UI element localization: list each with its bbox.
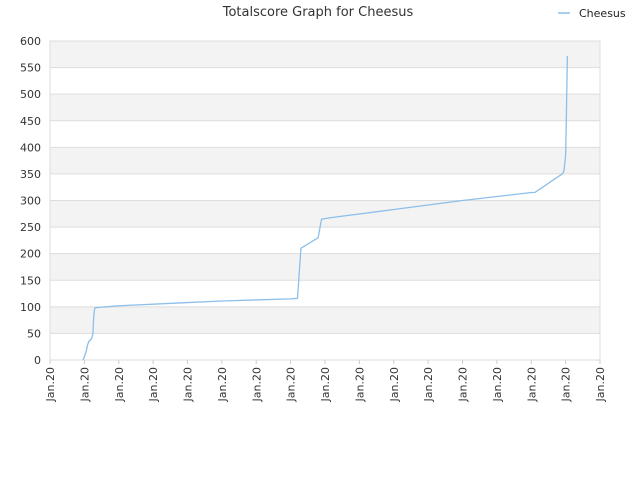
y-tick-label: 600 [20, 35, 41, 48]
grid-lines [49, 40, 601, 361]
y-tick-label: 200 [20, 248, 41, 261]
x-tick-label: Jan.20 [491, 367, 504, 402]
plot-band [50, 147, 600, 174]
y-tick-label: 500 [20, 88, 41, 101]
x-tick-label: Jan.20 [594, 367, 607, 402]
y-tick-label: 450 [20, 115, 41, 128]
plot-band [50, 280, 600, 307]
y-tick-label: 550 [20, 62, 41, 75]
y-tick-label: 100 [20, 301, 41, 314]
plot-band [50, 41, 600, 68]
x-tick-label: Jan.20 [422, 367, 435, 402]
x-tick-label: Jan.20 [250, 367, 263, 402]
x-tick-label: Jan.20 [560, 367, 573, 402]
x-tick-label: Jan.20 [319, 367, 332, 402]
x-tick-label: Jan.20 [525, 367, 538, 402]
series-line-cheesus [82, 55, 568, 361]
plot-band [50, 306, 600, 334]
y-tick-label: 300 [20, 195, 41, 208]
plot-band [50, 67, 600, 95]
plot-band [50, 227, 600, 254]
x-tick-label: Jan.20 [78, 367, 91, 402]
x-tick-label: Jan.20 [182, 367, 195, 402]
plot-background [50, 41, 600, 360]
x-tick-label: Jan.20 [285, 367, 298, 402]
x-tick-label: Jan.20 [147, 367, 160, 402]
plot-band [50, 200, 600, 228]
y-tick-label: 250 [20, 221, 41, 234]
y-tick-label: 150 [20, 274, 41, 287]
plot-band [50, 120, 600, 148]
x-tick-label: Jan.20 [44, 367, 57, 402]
series-group [82, 55, 568, 361]
legend[interactable]: Cheesus [558, 7, 626, 20]
legend-label-cheesus: Cheesus [579, 7, 626, 20]
y-tick-label: 400 [20, 141, 41, 154]
y-tick-label: 350 [20, 168, 41, 181]
y-tick-label: 0 [34, 354, 41, 367]
x-tick-label: Jan.20 [113, 367, 126, 402]
x-tick-label: Jan.20 [388, 367, 401, 402]
x-tick-label: Jan.20 [353, 367, 366, 402]
plot-band [50, 333, 600, 360]
plot-band [50, 94, 600, 121]
x-axis: Jan.20 Jan.20 Jan.20 Jan.20 Jan.20 Jan.20 Jan.… [44, 360, 607, 402]
y-tick-label: 50 [27, 327, 41, 340]
plot-band [50, 253, 600, 281]
x-tick-label: Jan.20 [216, 367, 229, 402]
y-axis: 0 50 100 150 200 250 300 350 400 450 500 550 600 [20, 35, 41, 367]
x-tick-label: Jan.20 [457, 367, 470, 402]
chart-title: Totalscore Graph for Cheesus [222, 5, 414, 20]
plot-band [50, 173, 600, 201]
